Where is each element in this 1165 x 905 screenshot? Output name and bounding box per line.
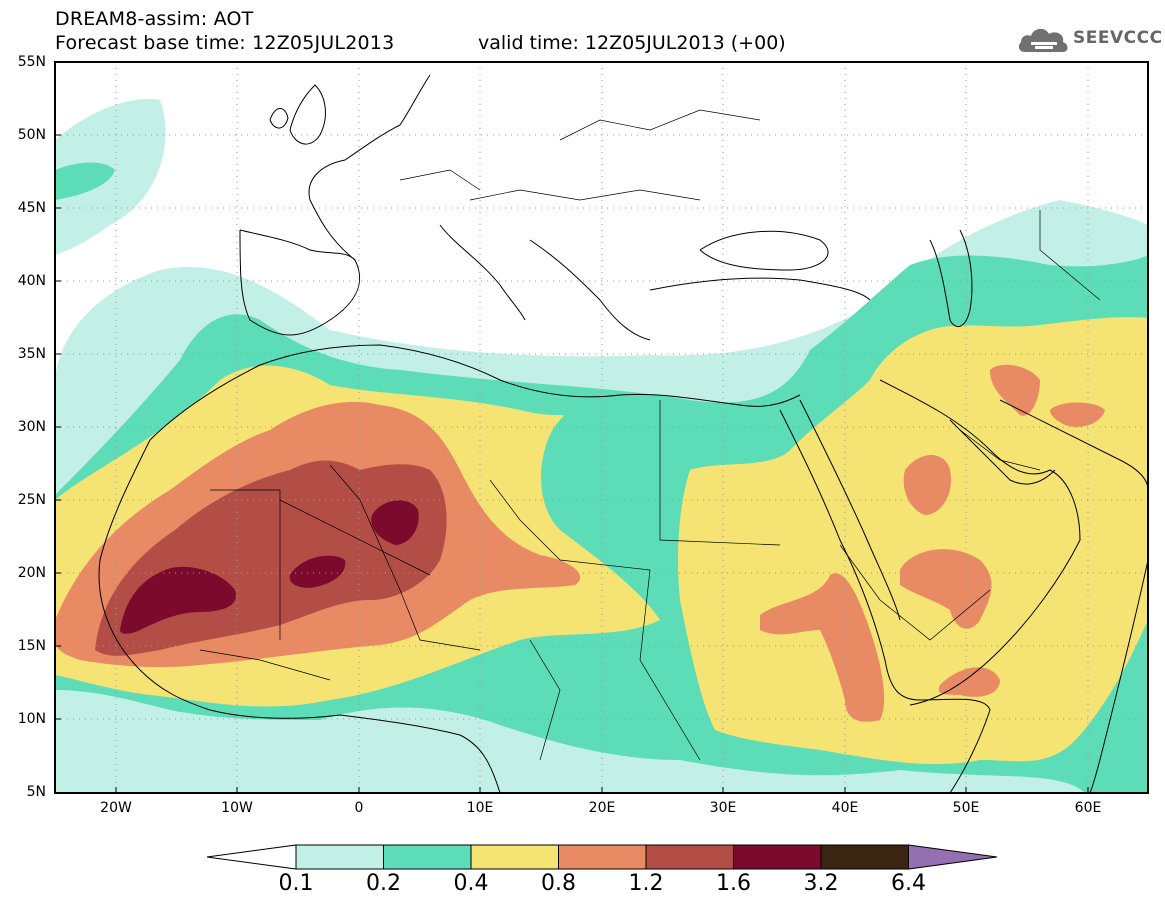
- colorbar-swatch-5: [645, 844, 734, 870]
- colorbar-swatch-6: [733, 844, 822, 870]
- lat-label: 20N: [17, 565, 46, 581]
- axis-ticks: [55, 61, 1089, 793]
- lat-label: 55N: [17, 54, 46, 70]
- lat-label: 40N: [17, 273, 46, 289]
- colorbar-swatch-2: [383, 844, 472, 870]
- colorbar-swatch-1: [295, 844, 384, 870]
- colorbar-swatch-3: [470, 844, 559, 870]
- lat-label: 5N: [26, 784, 46, 800]
- lat-label: 50N: [17, 127, 46, 143]
- borders: [199, 109, 1101, 761]
- colorbar-swatch-7: [820, 844, 909, 870]
- colorbar-above-arrow: [908, 844, 998, 870]
- lat-label: 10N: [17, 711, 46, 727]
- logo-text: SEEVCCC: [1073, 28, 1163, 48]
- lat-label: 30N: [17, 419, 46, 435]
- aot-field: [55, 62, 1148, 793]
- colorbar-below-arrow: [206, 844, 297, 870]
- lon-label: 10E: [466, 800, 494, 816]
- lon-label: 50E: [952, 800, 980, 816]
- colorbar-swatch-4: [558, 844, 647, 870]
- lat-label: 45N: [17, 200, 46, 216]
- colorbar-label: 6.4: [891, 871, 926, 896]
- lon-label: 30E: [709, 800, 737, 816]
- lon-label: 20W: [100, 800, 132, 816]
- seevccc-logo: SEEVCCC: [1017, 24, 1162, 58]
- lon-label: 40E: [831, 800, 859, 816]
- lat-label: 25N: [17, 492, 46, 508]
- lon-label: 20E: [588, 800, 616, 816]
- aot-band-1.6: [120, 500, 419, 634]
- coastlines: [98, 74, 1148, 793]
- map-title: DREAM8-assim: AOT: [55, 8, 254, 30]
- forecast-base-time: Forecast base time: 12Z05JUL2013: [55, 32, 395, 54]
- colorbar-label: 0.8: [541, 871, 576, 896]
- colorbar-label: 0.4: [453, 871, 489, 896]
- colorbar-label: 0.2: [366, 871, 401, 896]
- colorbar-label: 1.6: [716, 871, 751, 896]
- colorbar-label: 3.2: [803, 871, 839, 896]
- lon-label: 0: [354, 800, 364, 816]
- lat-label: 15N: [17, 638, 46, 654]
- lat-label: 35N: [17, 346, 46, 362]
- cloud-icon: [1018, 28, 1068, 52]
- lon-label: 10W: [221, 800, 253, 816]
- colorbar-label: 0.1: [278, 871, 314, 896]
- lon-label: 60E: [1074, 800, 1102, 816]
- valid-time: valid time: 12Z05JUL2013 (+00): [478, 32, 786, 54]
- gridlines: [55, 62, 1148, 793]
- colorbar: [206, 844, 998, 870]
- colorbar-label: 1.2: [628, 871, 664, 896]
